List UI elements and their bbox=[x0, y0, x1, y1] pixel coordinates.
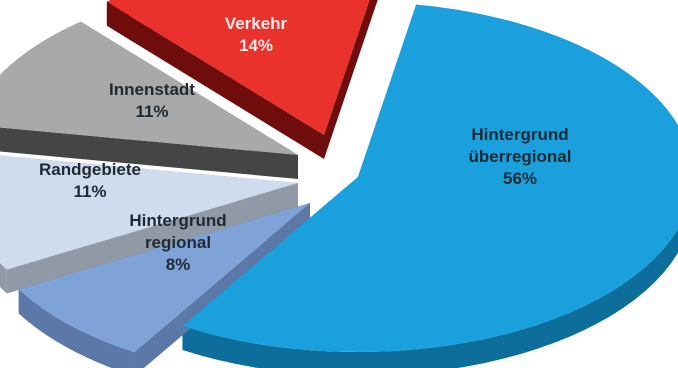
slice-hintergrund-regional bbox=[18, 203, 310, 353]
slice-face-randgebiete-0 bbox=[6, 183, 298, 294]
slice-value-innenstadt: 11% bbox=[135, 102, 168, 121]
slice-side-hintergrund-regional bbox=[18, 289, 135, 368]
slice-name-hintergrund-berregional: überregional bbox=[469, 147, 572, 166]
slice-label-innenstadt: Innenstadt 11% bbox=[109, 80, 195, 121]
slice-face-verkehr-0 bbox=[106, 1, 325, 160]
slice-value-hintergrund-berregional: 56% bbox=[503, 169, 537, 188]
slice-value-randgebiete: 11% bbox=[73, 182, 106, 201]
slice-verkehr bbox=[106, 0, 370, 135]
slice-label-randgebiete: Randgebiete 11% bbox=[39, 160, 141, 201]
slice-name-randgebiete: Randgebiete bbox=[39, 160, 141, 179]
slice-value-verkehr: 14% bbox=[239, 36, 273, 55]
slice-innenstadt bbox=[0, 21, 298, 155]
slice-labels: Verkehr 14% Innenstadt 11% Randgebiete 11% Hin… bbox=[39, 14, 572, 274]
slice-name-verkehr: Verkehr bbox=[225, 14, 288, 33]
slice-label-hintergrund-regional: Hintergrund regional 8% bbox=[129, 211, 226, 274]
slice-label-verkehr: Verkehr 14% bbox=[225, 14, 288, 55]
slice-face-innenstadt-0 bbox=[0, 127, 298, 179]
slice-tops bbox=[0, 0, 678, 353]
slice-face-hintergrund-regional-0 bbox=[134, 203, 310, 368]
slice-side-randgebiete bbox=[0, 262, 7, 294]
slice-name-hintergrund-berregional: Hintergrund bbox=[471, 125, 568, 144]
slice-value-hintergrund-regional: 8% bbox=[166, 255, 191, 274]
slice-randgebiete bbox=[0, 155, 298, 270]
slice-name-innenstadt: Innenstadt bbox=[109, 80, 195, 99]
slice-hintergrund-berregional bbox=[182, 4, 678, 352]
slice-label-hintergrund-berregional: Hintergrund überregional 56% bbox=[469, 125, 572, 188]
slice-name-hintergrund-regional: regional bbox=[145, 233, 211, 252]
slice-face-verkehr-1 bbox=[324, 0, 378, 159]
slice-name-hintergrund-regional: Hintergrund bbox=[129, 211, 226, 230]
